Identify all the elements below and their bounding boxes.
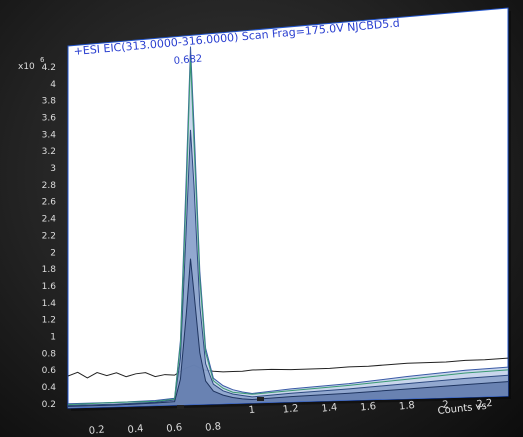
series-1-area [68, 46, 508, 408]
y-tick-label-17: 3.6 [42, 114, 57, 124]
y-tick-label-12: 2.6 [42, 198, 57, 208]
y-tick-label-7: 1.6 [42, 282, 57, 292]
x-tick-label-5: 1.2 [282, 403, 299, 416]
x-tick-label-10: 2.2 [476, 398, 493, 411]
x-tick-label-2: 0.6 [166, 422, 183, 435]
series-0-line [68, 357, 508, 379]
y-tick-label-14: 3 [50, 164, 56, 174]
x-tick-label-1: 0.4 [127, 423, 144, 436]
x-axis: 0.2 0.4 0.6 0.8 1 1.2 1.4 1.6 1.8 2 2.2 [88, 398, 493, 437]
y-tick-label-18: 3.8 [42, 97, 57, 107]
x-tick-label-8: 1.8 [398, 400, 415, 413]
x-tick-label-9: 2 [442, 399, 449, 411]
series-layer [68, 46, 508, 408]
y-tick-label-3: 0.8 [42, 349, 57, 359]
peak-label: 0.682 [173, 54, 202, 67]
series-4-line [68, 58, 508, 406]
y-tick-label-1: 0.4 [42, 383, 57, 393]
series-3-area [68, 258, 508, 408]
y-exponent-text: 6 [40, 56, 45, 64]
y-tick-label-0: 0.2 [42, 400, 56, 410]
y-tick-label-5: 1.2 [42, 316, 56, 326]
y-tick-label-6: 1.4 [42, 299, 57, 309]
y-tick-label-13: 2.8 [42, 181, 57, 191]
y-tick-label-9: 2 [50, 248, 56, 258]
y-tick-label-16: 3.4 [42, 130, 57, 140]
y-tick-label-19: 4 [50, 80, 56, 90]
x-axis-marker-left [177, 405, 184, 409]
x-tick-label-4: 1 [248, 405, 255, 417]
series-3-line [68, 258, 508, 407]
y-multiplier-text: x10 [18, 62, 35, 72]
x-tick-label-7: 1.6 [360, 401, 377, 414]
y-tick-label-15: 3.2 [42, 147, 56, 157]
y-tick-label-8: 1.8 [42, 265, 57, 275]
plot-area [67, 7, 509, 409]
y-tick-label-20: 4.2 [42, 63, 56, 73]
y-tick-label-11: 2.4 [42, 215, 57, 225]
y-tick-label-2: 0.6 [42, 366, 57, 376]
y-tick-label-10: 2.2 [42, 231, 56, 241]
y-tick-label-4: 1 [50, 332, 56, 342]
series-2-area [68, 129, 508, 408]
x-tick-label-6: 1.4 [321, 402, 338, 415]
x-axis-markers [177, 397, 264, 409]
y-multiplier: x10 6 [18, 56, 45, 72]
y-axis: 0.2 0.4 0.6 0.8 1 1.2 1.4 1.6 1.8 2 2.2 2.4 2.6 2.8 3 3… [42, 63, 57, 410]
x-axis-label: Counts vs [437, 401, 487, 417]
x-axis-marker-right [257, 397, 264, 401]
x-tick-label-3: 0.8 [205, 421, 222, 434]
x-tick-label-0: 0.2 [88, 424, 105, 437]
